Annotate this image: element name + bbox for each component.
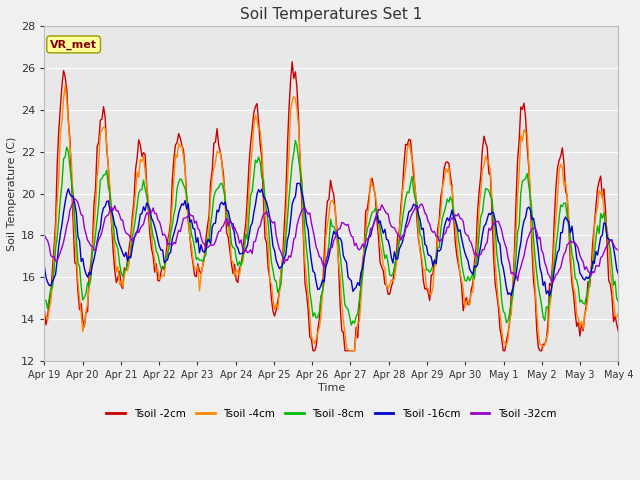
Line: Tsoil -16cm: Tsoil -16cm xyxy=(44,183,618,296)
Tsoil -2cm xyxy=(309,348,317,354)
Tsoil -8cm xyxy=(40,297,48,303)
Tsoil -16cm xyxy=(241,250,248,255)
Tsoil -32cm xyxy=(113,208,120,214)
Tsoil -2cm xyxy=(111,267,118,273)
X-axis label: Time: Time xyxy=(317,383,345,393)
Tsoil -4cm xyxy=(61,83,69,88)
Line: Tsoil -4cm: Tsoil -4cm xyxy=(44,85,618,351)
Tsoil -32cm xyxy=(586,270,593,276)
Tsoil -4cm xyxy=(586,279,593,285)
Tsoil -2cm xyxy=(293,85,301,91)
Tsoil -2cm xyxy=(614,328,622,334)
Tsoil -16cm xyxy=(231,233,239,239)
Tsoil -2cm xyxy=(212,139,220,145)
Tsoil -32cm xyxy=(242,247,250,253)
Tsoil -16cm xyxy=(212,220,220,226)
Tsoil -8cm xyxy=(231,245,239,251)
Tsoil -32cm xyxy=(71,196,79,202)
Tsoil -2cm xyxy=(586,284,593,290)
Tsoil -32cm xyxy=(232,229,240,235)
Y-axis label: Soil Temperature (C): Soil Temperature (C) xyxy=(7,136,17,251)
Tsoil -32cm xyxy=(614,247,622,253)
Tsoil -8cm xyxy=(293,144,301,149)
Tsoil -32cm xyxy=(213,233,221,239)
Text: VR_met: VR_met xyxy=(50,39,97,49)
Tsoil -2cm xyxy=(231,262,239,267)
Tsoil -4cm xyxy=(293,107,301,112)
Tsoil -4cm xyxy=(346,348,353,354)
Tsoil -8cm xyxy=(586,276,593,282)
Tsoil -32cm xyxy=(293,223,301,228)
Tsoil -8cm xyxy=(111,238,118,243)
Tsoil -2cm xyxy=(40,308,48,314)
Tsoil -16cm xyxy=(614,271,622,276)
Tsoil -8cm xyxy=(614,299,622,305)
Title: Soil Temperatures Set 1: Soil Temperatures Set 1 xyxy=(240,7,422,22)
Tsoil -4cm xyxy=(232,267,240,273)
Tsoil -16cm xyxy=(295,180,303,186)
Line: Tsoil -32cm: Tsoil -32cm xyxy=(44,199,618,283)
Tsoil -16cm xyxy=(546,293,554,299)
Tsoil -16cm xyxy=(292,194,300,200)
Tsoil -4cm xyxy=(614,311,622,316)
Tsoil -4cm xyxy=(242,235,250,240)
Tsoil -2cm xyxy=(241,233,248,239)
Tsoil -8cm xyxy=(241,242,248,248)
Line: Tsoil -2cm: Tsoil -2cm xyxy=(44,62,618,351)
Tsoil -8cm xyxy=(348,322,355,328)
Tsoil -4cm xyxy=(40,311,48,317)
Tsoil -16cm xyxy=(111,222,118,228)
Tsoil -32cm xyxy=(549,280,557,286)
Tsoil -32cm xyxy=(40,232,48,238)
Tsoil -8cm xyxy=(212,189,220,194)
Tsoil -2cm xyxy=(289,59,296,65)
Tsoil -8cm xyxy=(292,138,300,144)
Tsoil -16cm xyxy=(586,274,593,279)
Line: Tsoil -8cm: Tsoil -8cm xyxy=(44,141,618,325)
Tsoil -16cm xyxy=(40,264,48,269)
Legend: Tsoil -2cm, Tsoil -4cm, Tsoil -8cm, Tsoil -16cm, Tsoil -32cm: Tsoil -2cm, Tsoil -4cm, Tsoil -8cm, Tsoi… xyxy=(102,405,561,423)
Tsoil -4cm xyxy=(113,269,120,275)
Tsoil -4cm xyxy=(213,149,221,155)
